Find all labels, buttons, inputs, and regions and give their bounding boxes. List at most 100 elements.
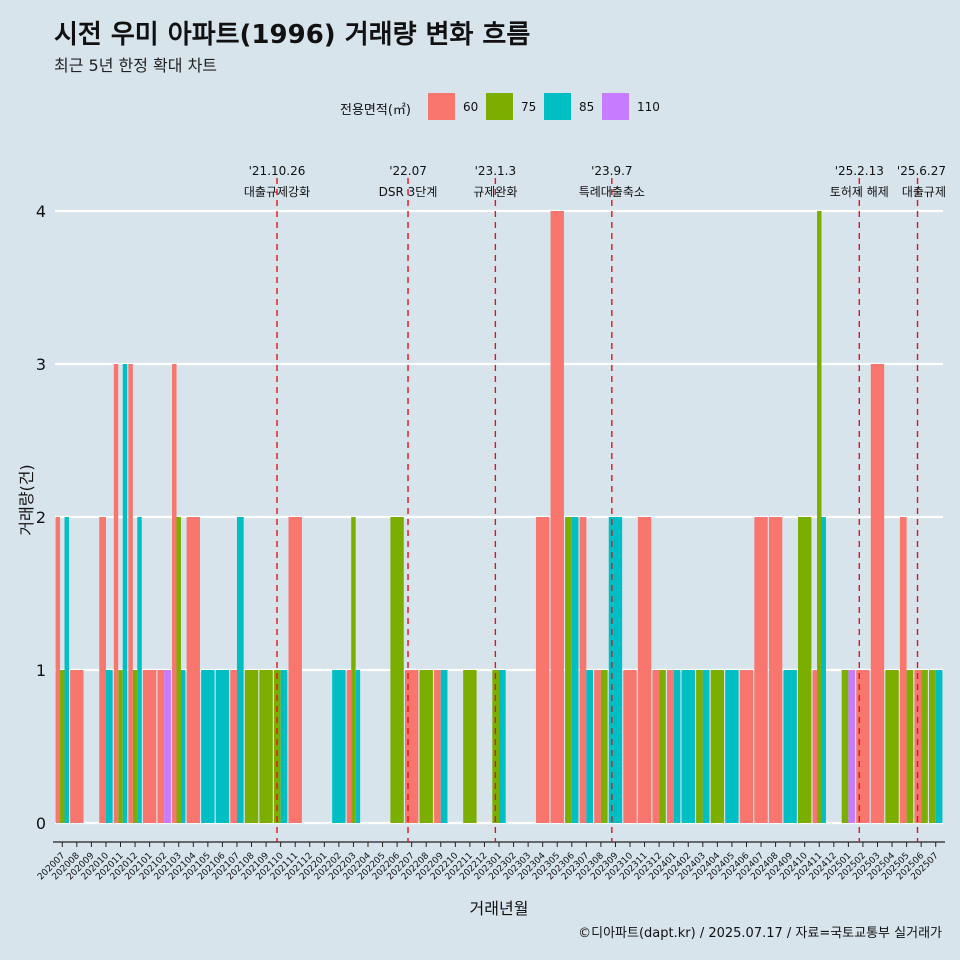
bar (535, 517, 550, 823)
legend-title: 전용면적(㎡) (340, 103, 411, 118)
event-date-label: '23.9.7 (591, 164, 632, 178)
bar (201, 670, 215, 823)
event-date-label: '22.07 (389, 164, 427, 178)
event-date-label: '25.2.13 (835, 164, 884, 178)
bar (288, 517, 302, 823)
bar (681, 670, 695, 823)
bar (550, 211, 564, 823)
bar (885, 670, 899, 823)
bar (492, 670, 499, 823)
bar (821, 517, 826, 823)
y-tick-label: 1 (36, 661, 46, 680)
bar (739, 670, 754, 823)
y-axis-title: 거래량(건) (17, 464, 36, 535)
bar (812, 670, 818, 823)
y-tick-label: 3 (36, 355, 46, 374)
bar (70, 670, 84, 823)
bar (798, 517, 812, 823)
bar (702, 670, 710, 823)
bar (499, 670, 506, 823)
bar (164, 670, 171, 823)
bar (180, 670, 186, 823)
x-axis-title: 거래년월 (470, 899, 529, 918)
bar (637, 517, 652, 823)
legend-swatch-110 (602, 93, 629, 120)
bar (696, 670, 703, 823)
bar (725, 670, 739, 823)
bar (608, 517, 623, 823)
legend-label-85: 85 (579, 100, 595, 114)
bar (157, 670, 165, 823)
legend-label-75: 75 (521, 100, 537, 114)
bar (579, 517, 587, 823)
legend-label-110: 110 (637, 100, 660, 114)
bar (783, 670, 797, 823)
bar (841, 670, 849, 823)
bar (60, 670, 65, 823)
event-date-label: '23.1.3 (475, 164, 516, 178)
bar (673, 670, 681, 823)
bar (848, 670, 856, 823)
bar (754, 517, 768, 823)
event-date-label: '21.10.26 (249, 164, 306, 178)
event-text-label: 대출규제 (902, 185, 946, 199)
bar (899, 517, 907, 823)
bar (259, 670, 273, 823)
bar (666, 670, 674, 823)
bar (351, 517, 356, 823)
bar (137, 517, 142, 823)
chart-title: 시전 우미 아파트(1996) 거래량 변화 흐름 (54, 20, 531, 50)
event-text-label: DSR 3단계 (379, 185, 438, 199)
bar (355, 670, 361, 823)
source-caption: ©디아파트(dapt.kr) / 2025.07.17 / 자료=국토교통부 실… (578, 926, 942, 941)
bar (215, 670, 230, 823)
bar (390, 517, 404, 823)
bar (172, 364, 177, 823)
event-text-label: 규제완화 (473, 185, 517, 199)
bar (55, 517, 61, 823)
bar (186, 517, 200, 823)
bar (440, 670, 448, 823)
bar (768, 517, 783, 823)
bar (132, 670, 138, 823)
bar (914, 670, 922, 823)
bar (935, 670, 943, 823)
bar (346, 670, 352, 823)
bar (652, 670, 660, 823)
bar (64, 517, 69, 823)
bar (710, 670, 725, 823)
event-text-label: 특례대출축소 (579, 185, 645, 199)
bar (817, 211, 822, 823)
bar (273, 670, 281, 823)
bar (906, 670, 914, 823)
bar (419, 670, 433, 823)
legend: 전용면적(㎡) 60 75 85 110 (0, 93, 960, 123)
bar (404, 670, 419, 823)
event-date-label: '25.6.27 (897, 164, 946, 178)
bar (870, 364, 885, 823)
bar (128, 364, 133, 823)
bar (332, 670, 346, 823)
chart-subtitle: 최근 5년 한정 확대 차트 (54, 56, 218, 75)
bar (571, 517, 579, 823)
legend-swatch-85 (544, 93, 571, 120)
legend-swatch-60 (428, 93, 455, 120)
bar (921, 670, 928, 823)
bar (565, 517, 572, 823)
bar (230, 670, 237, 823)
bar (236, 517, 244, 823)
bar (594, 670, 601, 823)
bar (586, 670, 594, 823)
bar (623, 670, 637, 823)
bar (122, 364, 128, 823)
bar (600, 670, 608, 823)
bar (463, 670, 477, 823)
bar (434, 670, 441, 823)
bar (118, 670, 123, 823)
bar (142, 670, 157, 823)
bar (113, 364, 119, 823)
y-tick-label: 4 (36, 202, 46, 221)
y-tick-label: 2 (36, 508, 46, 527)
legend-swatch-75 (486, 93, 513, 120)
bar (244, 670, 259, 823)
